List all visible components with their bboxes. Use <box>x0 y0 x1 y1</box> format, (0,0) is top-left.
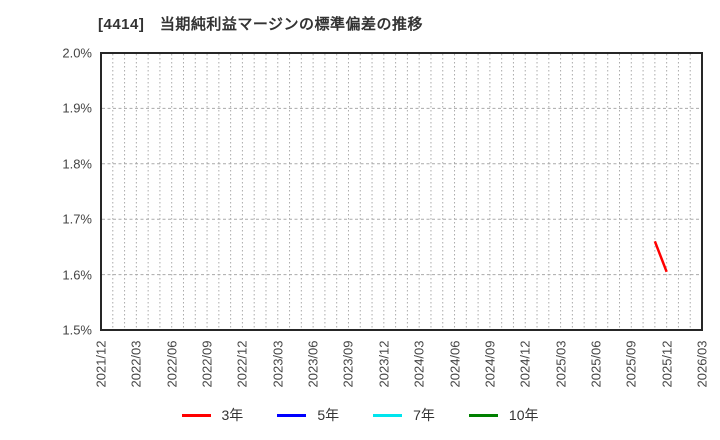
legend-item-2: 7年 <box>373 408 435 422</box>
x-tick-label: 2022/03 <box>128 340 144 388</box>
x-tick-label: 2025/03 <box>553 340 569 388</box>
x-tick-label: 2022/06 <box>164 340 180 388</box>
chart-title: [4414] 当期純利益マージンの標準偏差の推移 <box>98 16 424 33</box>
legend-item-0: 3年 <box>181 407 244 423</box>
legend-item-1: 5年 <box>277 408 339 422</box>
x-tick-label: 2023/03 <box>270 340 286 388</box>
x-tick-label: 2024/03 <box>411 340 427 388</box>
legend-swatch-icon <box>277 413 307 417</box>
y-tick-label: 1.8% <box>62 156 92 172</box>
chart-legend: 3年 5年 7年 10年 <box>0 403 720 427</box>
legend-label: 3年 <box>221 407 244 423</box>
x-tick-label: 2023/12 <box>376 340 392 388</box>
y-tick-label: 1.9% <box>62 100 92 116</box>
x-tick-label: 2023/09 <box>340 340 356 388</box>
x-tick-label: 2024/09 <box>482 340 498 388</box>
x-tick-label: 2025/06 <box>588 340 604 388</box>
x-tick-label: 2022/12 <box>234 340 250 388</box>
x-tick-label: 2024/06 <box>447 340 463 388</box>
x-tick-label: 2023/06 <box>305 340 321 388</box>
x-tick-label: 2022/09 <box>199 340 215 388</box>
plot-border <box>100 52 703 331</box>
x-tick-label: 2025/09 <box>623 340 639 388</box>
y-tick-label: 1.6% <box>62 267 92 283</box>
legend-label: 10年 <box>508 407 539 423</box>
y-tick-label: 2.0% <box>62 45 92 61</box>
legend-label: 5年 <box>317 407 340 423</box>
x-tick-label: 2024/12 <box>517 340 533 388</box>
legend-label: 7年 <box>413 407 435 423</box>
legend-swatch-icon <box>181 413 211 417</box>
x-tick-label: 2021/12 <box>93 340 109 388</box>
y-tick-label: 1.5% <box>62 322 92 338</box>
legend-swatch-icon <box>468 413 498 417</box>
y-tick-label: 1.7% <box>62 211 92 227</box>
legend-swatch-icon <box>373 413 403 417</box>
x-tick-label: 2025/12 <box>659 340 675 388</box>
x-tick-label: 2026/03 <box>694 340 710 388</box>
series-line-0 <box>653 240 668 273</box>
legend-item-3: 10年 <box>468 407 539 423</box>
